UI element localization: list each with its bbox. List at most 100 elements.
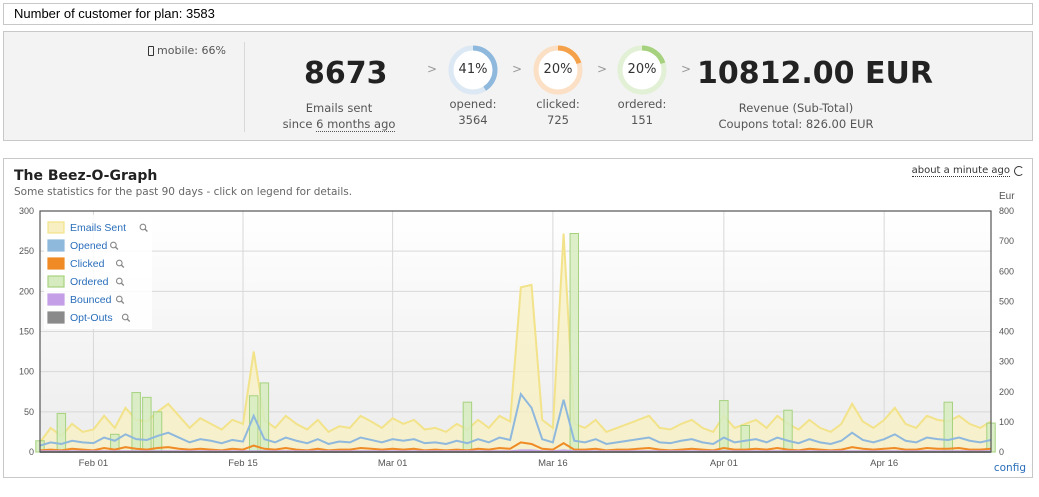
config-link[interactable]: config xyxy=(993,462,1026,474)
magnifier-icon[interactable] xyxy=(139,223,147,231)
opened-percent: 41% xyxy=(458,62,488,77)
mobile-share: mobile: 66% xyxy=(148,44,226,57)
funnel-arrow-2: > xyxy=(512,62,523,76)
x-tick-label: Feb 01 xyxy=(79,458,109,469)
opened-ring-graphic xyxy=(448,45,498,95)
emails-sent-caption: Emails sent xyxy=(305,101,373,115)
legend-swatch[interactable] xyxy=(47,275,65,288)
stats-divider xyxy=(244,42,245,132)
since-prefix: since xyxy=(282,117,313,131)
legend-item-emails-sent[interactable]: Emails Sent xyxy=(70,222,126,234)
opened-count: 3564 xyxy=(458,113,488,127)
y-tick-label: 150 xyxy=(19,327,34,337)
ordered-bar xyxy=(142,396,152,453)
clicked-stat: clicked: 725 xyxy=(518,96,598,128)
ordered-stat: ordered: 151 xyxy=(602,96,682,128)
funnel-arrow-1: > xyxy=(427,62,438,76)
coupons-total: Coupons total: 826.00 EUR xyxy=(718,117,874,131)
magnifier-icon[interactable] xyxy=(120,300,125,304)
y2-tick-label: 300 xyxy=(999,357,1014,367)
magnifier-icon[interactable] xyxy=(126,318,131,322)
x-tick-label: Mar 16 xyxy=(538,458,568,469)
ordered-ring-graphic xyxy=(617,45,667,95)
y2-tick-label: 700 xyxy=(999,236,1014,246)
magnifier-icon[interactable] xyxy=(115,295,123,303)
emails-sent-count: 8673 xyxy=(304,56,388,91)
y2-axis-label: Eur xyxy=(999,191,1015,202)
y2-tick-label: 800 xyxy=(999,206,1014,216)
opened-ring-fill xyxy=(448,45,498,95)
magnifier-icon[interactable] xyxy=(121,313,129,321)
ordered-bar xyxy=(131,392,141,453)
stats-panel: mobile: 66% 8673 Emails sent since 6 mon… xyxy=(3,31,1033,141)
ordered-ring: 20% xyxy=(616,44,668,96)
revenue-info: Revenue (Sub-Total) Coupons total: 826.0… xyxy=(696,100,896,132)
y-tick-label: 300 xyxy=(19,206,34,216)
mobile-phone-icon xyxy=(148,45,154,56)
emails-sent-since: since 6 months ago xyxy=(274,116,404,132)
revenue-total: 10812.00 EUR xyxy=(697,56,933,91)
y-tick-label: 250 xyxy=(19,246,34,256)
series-line-emails-sent xyxy=(39,233,992,443)
graph-subtitle: Some statistics for the past 90 days - c… xyxy=(14,186,353,198)
legend-swatch[interactable] xyxy=(47,311,65,324)
magnifier-icon[interactable] xyxy=(115,277,123,285)
y2-tick-label: 100 xyxy=(999,417,1014,427)
funnel-arrow-3: > xyxy=(597,62,608,76)
funnel-arrow-4: > xyxy=(681,62,692,76)
ordered-bar xyxy=(943,401,953,453)
clicked-count: 725 xyxy=(547,113,569,127)
mobile-share-text: mobile: 66% xyxy=(157,44,226,57)
clicked-ring-graphic xyxy=(533,45,583,95)
beez-o-graph-chart: 0 50 100 150 200 250 300 0 100 200 300 400 500 600 700… xyxy=(19,191,1015,469)
legend-swatch[interactable] xyxy=(47,221,65,234)
legend-item-opt-outs[interactable]: Opt-Outs xyxy=(70,312,113,324)
y2-tick-label: 200 xyxy=(999,387,1014,397)
ordered-bar xyxy=(569,232,579,453)
legend-box xyxy=(44,215,152,329)
magnifier-icon[interactable] xyxy=(115,259,123,267)
last-updated-text[interactable]: about a minute ago xyxy=(911,165,1010,177)
opened-label: opened: xyxy=(449,97,497,111)
legend-swatch[interactable] xyxy=(47,293,65,306)
ordered-count: 151 xyxy=(631,113,653,127)
y2-tick-label: 500 xyxy=(999,296,1014,306)
magnifier-icon[interactable] xyxy=(144,228,148,232)
legend-swatch[interactable] xyxy=(47,257,65,270)
y2-tick-label: 0 xyxy=(999,447,1004,457)
last-updated[interactable]: about a minute ago xyxy=(911,165,1024,177)
opened-ring: 41% xyxy=(447,44,499,96)
x-tick-label: Mar 01 xyxy=(378,458,408,469)
graph-title: The Beez-O-Graph xyxy=(14,168,158,184)
ordered-bar xyxy=(152,411,163,453)
opened-stat: opened: 3564 xyxy=(433,96,513,128)
y-tick-label: 100 xyxy=(19,367,34,377)
refresh-icon[interactable] xyxy=(1014,166,1024,176)
y2-tick-label: 600 xyxy=(999,266,1014,276)
magnifier-icon[interactable] xyxy=(120,282,125,286)
ordered-bar xyxy=(740,424,750,453)
beez-o-graph-panel: 0 50 100 150 200 250 300 0 100 200 300 400 500 600 700… xyxy=(3,158,1033,478)
ordered-ring-fill xyxy=(617,45,667,95)
since-value: 6 months ago xyxy=(316,117,396,132)
magnifier-icon[interactable] xyxy=(110,241,117,249)
x-tick-label: Apr 16 xyxy=(870,458,898,469)
revenue-label: Revenue (Sub-Total) xyxy=(738,101,854,115)
magnifier-icon[interactable] xyxy=(120,264,125,268)
magnifier-icon[interactable] xyxy=(114,246,119,250)
clicked-label: clicked: xyxy=(536,97,580,111)
plot-frame xyxy=(39,210,992,453)
legend-item-bounced[interactable]: Bounced xyxy=(70,294,112,306)
plan-customer-label: Number of customer for plan: 3583 xyxy=(14,6,215,21)
ordered-bar xyxy=(783,409,793,453)
legend-swatch[interactable] xyxy=(47,239,65,252)
plan-customer-count: Number of customer for plan: 3583 xyxy=(3,3,1033,25)
emails-sent-label: Emails sent since 6 months ago xyxy=(274,100,404,132)
y-tick-label: 50 xyxy=(24,407,34,417)
legend-item-ordered[interactable]: Ordered xyxy=(70,276,109,288)
ordered-bar xyxy=(462,401,473,453)
legend-item-clicked[interactable]: Clicked xyxy=(70,258,105,270)
legend-item-opened[interactable]: Opened xyxy=(70,240,108,252)
x-tick-label: Feb 15 xyxy=(228,458,258,469)
y-tick-label: 0 xyxy=(29,447,34,457)
